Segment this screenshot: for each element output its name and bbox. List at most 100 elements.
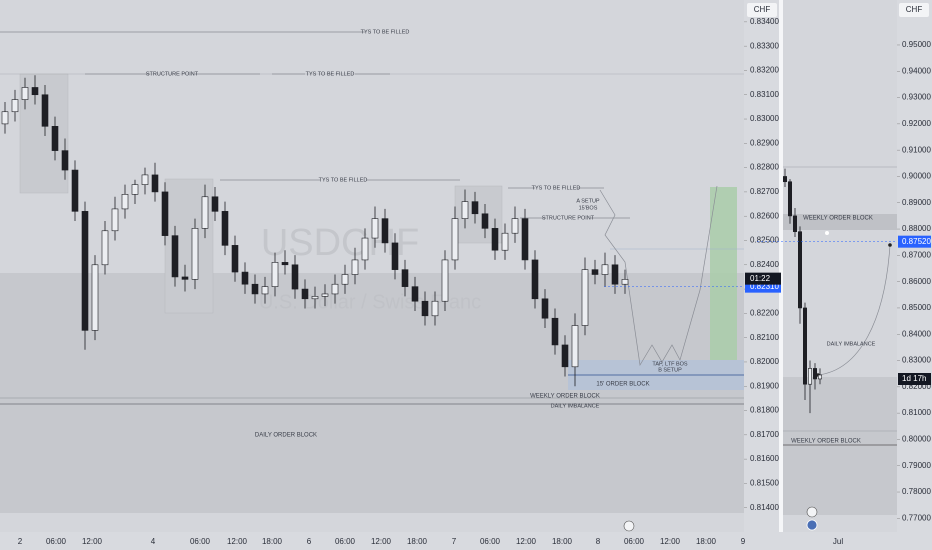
- x-tick-label: Jul: [833, 537, 843, 546]
- candle-body: [787, 181, 792, 217]
- y-tick-label: 0.93000: [902, 93, 931, 102]
- y-tick-label: 0.86000: [902, 277, 931, 286]
- target-box: [710, 187, 737, 360]
- candle-body: [401, 269, 409, 287]
- candle-body: [611, 264, 619, 285]
- x-tick-label: 8: [596, 537, 601, 546]
- x-tick-label: 06:00: [46, 537, 67, 546]
- candle-body: [797, 231, 802, 309]
- candle-body: [21, 87, 29, 100]
- point: [888, 243, 892, 247]
- y-tick-label: 0.87000: [902, 250, 931, 259]
- candle-body: [331, 283, 339, 295]
- y-tick-label: 0.83200: [750, 66, 779, 75]
- y-tick-label: 0.81000: [902, 408, 931, 417]
- annotation: TYS TO BE FILLED: [319, 177, 368, 183]
- annotation: TAP, LTF BOS: [652, 361, 687, 367]
- x-tick-label: 9: [741, 537, 746, 546]
- x-tick-label: 06:00: [335, 537, 356, 546]
- candle-body: [151, 174, 159, 193]
- y-tick-label: 0.92000: [902, 119, 931, 128]
- y-tick-label: 0.82600: [750, 211, 779, 220]
- flag-icon[interactable]: [806, 519, 818, 531]
- annotation: B SETUP: [658, 367, 682, 373]
- x-tick-label: 06:00: [480, 537, 501, 546]
- candle-body: [261, 286, 269, 295]
- y-tick-label: 0.81400: [750, 503, 779, 512]
- x-tick-label: 2: [18, 537, 23, 546]
- x-tick-label: 4: [151, 537, 156, 546]
- weekly-order-block-zone: [783, 214, 897, 230]
- candle-body: [491, 228, 499, 251]
- currency-badge[interactable]: [899, 3, 929, 17]
- point: [825, 231, 829, 235]
- candle-body: [311, 296, 319, 300]
- annotation: STRUCTURE POINT: [146, 71, 199, 77]
- event-icon[interactable]: [623, 520, 635, 532]
- x-tick-label: 18:00: [262, 537, 283, 546]
- candle-body: [817, 374, 822, 380]
- annotation: WEEKLY ORDER BLOCK: [530, 394, 600, 400]
- currency-badge[interactable]: [747, 3, 777, 17]
- y-tick-label: 0.79000: [902, 461, 931, 470]
- candle-body: [141, 174, 149, 185]
- annotation: A SETUP: [576, 198, 600, 204]
- candle-body: [251, 283, 259, 295]
- candle-body: [71, 169, 79, 212]
- annotation: DAILY IMBALANCE: [827, 341, 876, 347]
- y-tick-label: 0.82000: [750, 357, 779, 366]
- candle-body: [41, 94, 49, 127]
- candle-body: [581, 269, 589, 326]
- y-tick-label: 0.90000: [902, 172, 931, 181]
- y-tick-label: 0.88000: [902, 224, 931, 233]
- annotation: STRUCTURE POINT: [542, 215, 595, 221]
- candle-body: [181, 276, 189, 280]
- event-icon[interactable]: [806, 506, 818, 518]
- candle-body: [291, 264, 299, 290]
- y-tick-label: 0.83400: [750, 17, 779, 26]
- x-tick-label: 18:00: [552, 537, 573, 546]
- annotation: 15' ORDER BLOCK: [596, 382, 649, 388]
- candle-body: [91, 264, 99, 331]
- x-tick-label: 06:00: [190, 537, 211, 546]
- y-tick-label: 0.81700: [750, 430, 779, 439]
- candle-body: [301, 288, 309, 300]
- x-tick-label: 6: [307, 537, 312, 546]
- daily-order-block-zone: [0, 273, 744, 513]
- y-tick-label: 0.89000: [902, 198, 931, 207]
- candle-body: [231, 245, 239, 273]
- countdown-badge: [898, 373, 931, 385]
- x-tick-label: 7: [452, 537, 457, 546]
- x-tick-label: 18:00: [407, 537, 428, 546]
- candle-body: [411, 286, 419, 302]
- y-tick-label: 0.82200: [750, 308, 779, 317]
- candle-body: [271, 262, 279, 287]
- y-tick-label: 0.82000: [902, 382, 931, 391]
- x-tick-label: 12:00: [82, 537, 103, 546]
- candle-body: [621, 279, 629, 285]
- annotation: 15'BOS: [579, 205, 598, 211]
- candle-body: [341, 274, 349, 285]
- candle-body: [51, 126, 59, 151]
- candle-body: [471, 201, 479, 215]
- candle-body: [201, 196, 209, 229]
- y-tick-label: 0.78000: [902, 487, 931, 496]
- countdown-badge: [745, 272, 781, 285]
- last-price-badge: [898, 235, 931, 248]
- candle-body: [1, 111, 9, 125]
- candle-body: [511, 218, 519, 234]
- y-tick-label: 0.83100: [750, 90, 779, 99]
- price-axis: [897, 0, 932, 550]
- y-tick-label: 0.91000: [902, 145, 931, 154]
- y-tick-label: 0.82700: [750, 187, 779, 196]
- projection-path: [599, 185, 718, 367]
- candle-body: [591, 269, 599, 275]
- x-tick-label: 12:00: [227, 537, 248, 546]
- candle-body: [481, 213, 489, 229]
- candle-body: [561, 344, 569, 368]
- candle-body: [451, 218, 459, 261]
- candle-body: [351, 259, 359, 275]
- candle-body: [171, 235, 179, 278]
- candle-body: [131, 184, 139, 195]
